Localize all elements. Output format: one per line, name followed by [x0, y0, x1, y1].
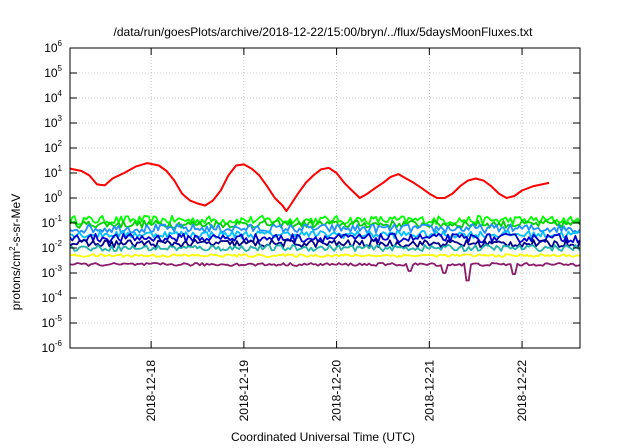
series-line-4: [69, 229, 581, 239]
series-line-9: [69, 262, 581, 282]
y-tick-label: 100: [44, 189, 62, 205]
y-tick-label: 101: [44, 164, 62, 180]
x-tick-label: 2018-12-20: [330, 360, 344, 422]
y-tick-label: 10-4: [42, 289, 63, 305]
series-line-8: [69, 253, 581, 258]
y-tick-label: 10-5: [42, 314, 63, 330]
y-tick-label: 106: [44, 39, 62, 55]
x-tick-label: 2018-12-22: [515, 360, 529, 422]
y-tick-label: 10-2: [42, 239, 63, 255]
series-line-1: [69, 214, 581, 226]
y-tick-label: 10-1: [42, 214, 63, 230]
y-tick-label: 105: [44, 64, 62, 80]
x-tick-label: 2018-12-21: [422, 360, 436, 422]
x-axis: 2018-12-18 2018-12-19 2018-12-20 2018-12-21…: [144, 48, 529, 421]
series-line-5: [69, 232, 581, 244]
y-tick-label: 10-6: [42, 339, 63, 355]
series-line-0: [69, 162, 550, 213]
y-tick-label: 102: [44, 139, 62, 155]
x-tick-label: 2018-12-19: [237, 360, 251, 422]
series-layer: [69, 162, 581, 282]
y-tick-label: 103: [44, 114, 62, 130]
y-axis-title: protons/cm2-s-sr-MeV: [8, 194, 23, 310]
y-tick-label: 10-3: [42, 264, 63, 280]
series-line-3: [69, 223, 581, 234]
grid-lines: [70, 47, 580, 349]
series-line-6: [69, 239, 581, 249]
chart-title: /data/run/goesPlots/archive/2018-12-22/1…: [114, 25, 534, 39]
y-axis: 10-6 10-5 10-4 10-3 10-2 10-1 100 101 102 103 104 1…: [42, 39, 580, 355]
x-axis-title: Coordinated Universal Time (UTC): [231, 430, 415, 444]
y-tick-label: 104: [44, 89, 62, 105]
x-tick-label: 2018-12-18: [144, 360, 158, 422]
series-line-7: [69, 244, 581, 252]
